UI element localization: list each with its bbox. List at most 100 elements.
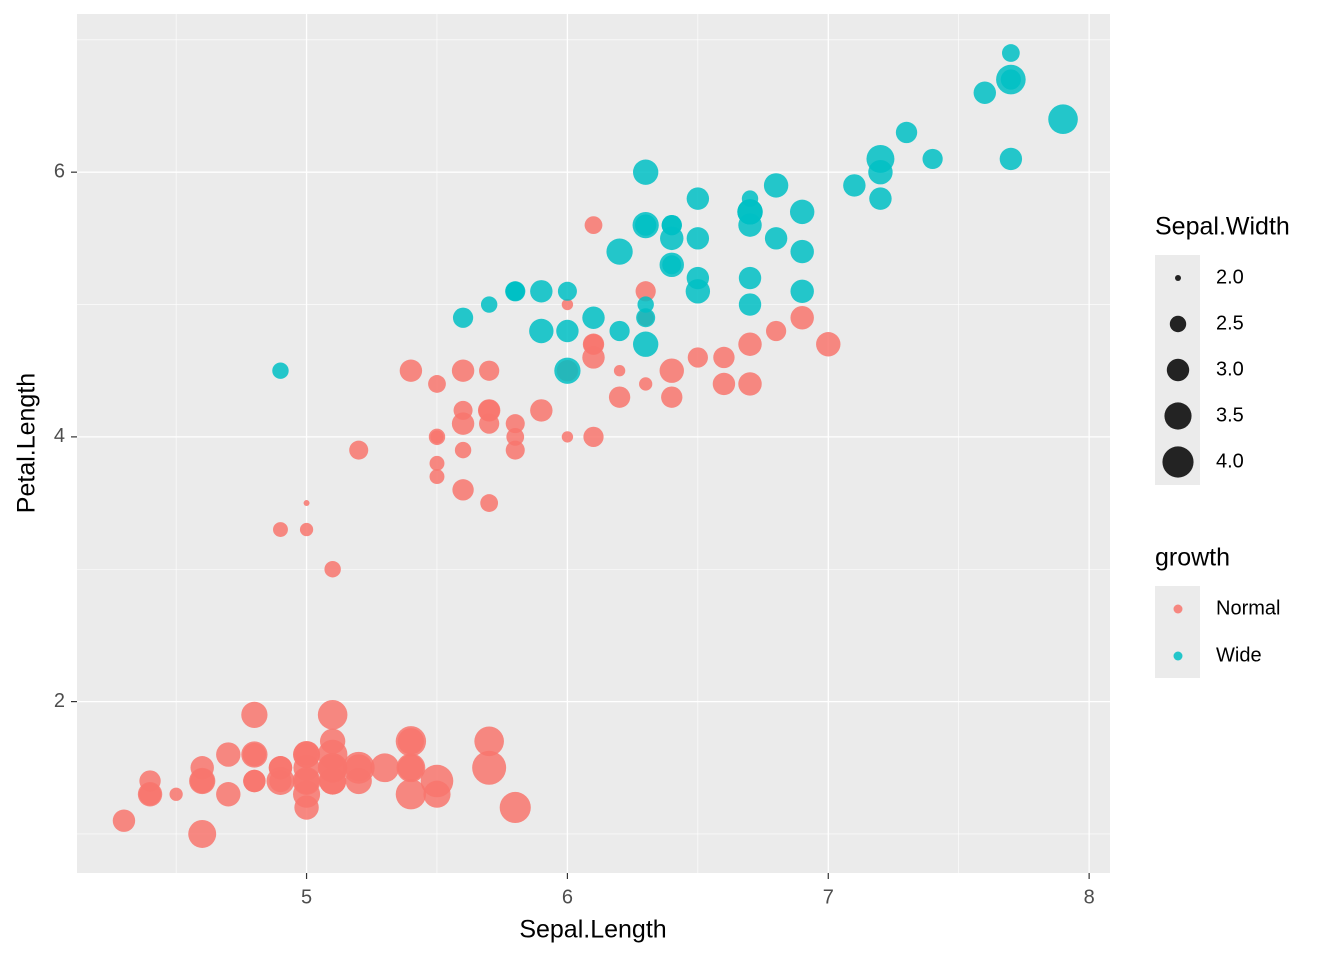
point — [712, 372, 736, 396]
point — [342, 751, 375, 784]
color-legend-label: Normal — [1216, 597, 1280, 619]
color-legend-key — [1173, 651, 1183, 661]
point — [317, 739, 348, 770]
point — [613, 365, 626, 377]
point — [169, 787, 183, 801]
point — [635, 281, 656, 302]
point — [505, 440, 525, 460]
point — [738, 372, 762, 396]
point — [660, 226, 684, 251]
point — [266, 767, 295, 795]
point — [687, 347, 708, 368]
point — [293, 768, 320, 794]
point — [659, 358, 684, 383]
point — [480, 494, 499, 512]
point — [429, 455, 445, 471]
point — [242, 742, 267, 767]
point — [451, 359, 475, 382]
point — [216, 742, 241, 767]
point — [349, 440, 369, 460]
point — [479, 413, 500, 434]
point — [317, 700, 348, 730]
point — [632, 211, 659, 239]
point — [397, 754, 425, 781]
point — [583, 426, 604, 447]
point — [397, 728, 425, 755]
point — [188, 819, 217, 848]
point — [790, 279, 814, 304]
size-legend-title: Sepal.Width — [1155, 213, 1290, 241]
point — [738, 332, 762, 356]
point — [428, 375, 446, 393]
point — [973, 81, 996, 104]
color-legend-title: growth — [1155, 544, 1230, 572]
point — [292, 740, 321, 769]
point — [428, 428, 446, 446]
point — [370, 753, 400, 783]
x-axis-title: Sepal.Length — [519, 916, 666, 944]
point — [999, 147, 1023, 171]
x-tick-label: 8 — [1084, 886, 1095, 908]
point — [303, 500, 310, 507]
point — [632, 159, 659, 185]
point — [582, 306, 605, 329]
point — [686, 187, 710, 210]
point — [1001, 44, 1020, 62]
point — [868, 159, 893, 185]
point — [843, 174, 866, 197]
size-legend-label: 3.0 — [1216, 358, 1244, 380]
y-tick-label: 4 — [54, 425, 65, 447]
point — [713, 346, 735, 369]
point — [505, 414, 525, 434]
point — [606, 238, 633, 265]
size-legend-label: 2.0 — [1216, 266, 1244, 288]
point — [137, 782, 163, 807]
point — [609, 320, 630, 342]
point — [895, 121, 918, 144]
point — [554, 357, 581, 384]
point — [243, 769, 266, 793]
color-legend-key — [1173, 604, 1183, 614]
point — [636, 308, 656, 328]
point — [530, 399, 553, 422]
y-axis-title: Petal.Length — [13, 373, 41, 513]
point — [790, 306, 814, 330]
size-legend-label: 4.0 — [1216, 450, 1244, 472]
point — [561, 431, 574, 443]
x-tick-label: 6 — [562, 886, 573, 908]
size-legend-key — [1162, 446, 1194, 478]
point — [556, 319, 579, 343]
point — [429, 469, 445, 485]
point — [869, 187, 892, 210]
point — [584, 216, 603, 234]
point — [529, 318, 554, 344]
point — [1048, 104, 1078, 135]
point — [452, 307, 474, 328]
point — [472, 750, 507, 785]
size-legend-key — [1166, 358, 1190, 382]
point — [530, 280, 553, 303]
point — [505, 281, 525, 301]
point — [816, 332, 841, 357]
color-legend-label: Wide — [1216, 644, 1262, 666]
point — [479, 360, 500, 381]
point — [480, 296, 498, 313]
point — [637, 296, 654, 313]
point — [686, 227, 710, 250]
point — [738, 293, 762, 316]
point — [763, 173, 789, 198]
size-legend-key — [1169, 315, 1187, 333]
point — [423, 780, 451, 808]
point — [738, 266, 762, 290]
point — [399, 359, 423, 382]
color-legend-keys-bg — [1155, 586, 1200, 678]
point — [1000, 69, 1021, 90]
point — [561, 298, 574, 311]
point — [453, 400, 473, 420]
size-legend-key — [1164, 402, 1192, 430]
point — [273, 522, 288, 537]
point — [764, 227, 788, 250]
point — [765, 320, 787, 342]
point — [241, 701, 268, 728]
